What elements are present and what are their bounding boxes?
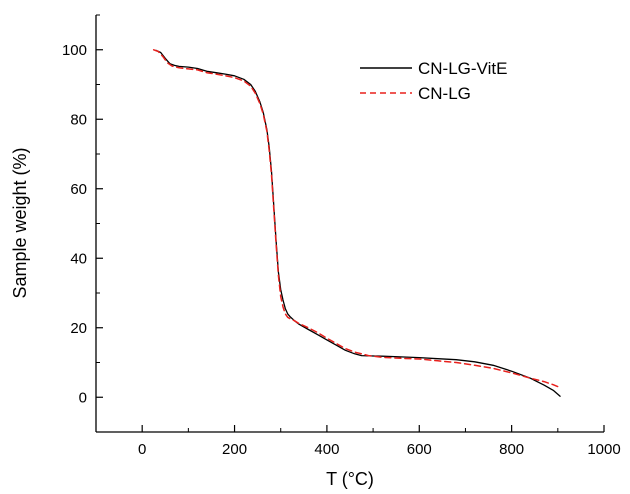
legend: CN-LG-VitE CN-LG xyxy=(360,59,507,103)
y-tick-label: 100 xyxy=(62,42,87,59)
x-tick-label: 1000 xyxy=(587,441,620,458)
legend-label-0: CN-LG-VitE xyxy=(418,59,507,78)
y-tick-label: 40 xyxy=(70,250,87,267)
axes xyxy=(95,15,604,433)
x-tick-label: 600 xyxy=(407,441,432,458)
series-line-1 xyxy=(152,49,561,389)
x-tick-label: 200 xyxy=(222,441,247,458)
y-axis-title: Sample weight (%) xyxy=(10,147,30,298)
plot-lines xyxy=(152,49,561,397)
series-line-0 xyxy=(155,49,561,397)
x-tick-label: 0 xyxy=(138,441,146,458)
x-ticks: 0 200 400 600 800 1000 xyxy=(95,425,621,458)
legend-label-1: CN-LG xyxy=(418,84,471,103)
y-tick-label: 20 xyxy=(70,320,87,337)
y-tick-label: 60 xyxy=(70,181,87,198)
x-axis-title: T (°C) xyxy=(326,469,374,489)
y-ticks: 0 20 40 60 80 100 xyxy=(62,14,103,433)
x-tick-label: 800 xyxy=(499,441,524,458)
y-tick-label: 0 xyxy=(79,389,87,406)
y-tick-label: 80 xyxy=(70,111,87,128)
x-tick-label: 400 xyxy=(314,441,339,458)
